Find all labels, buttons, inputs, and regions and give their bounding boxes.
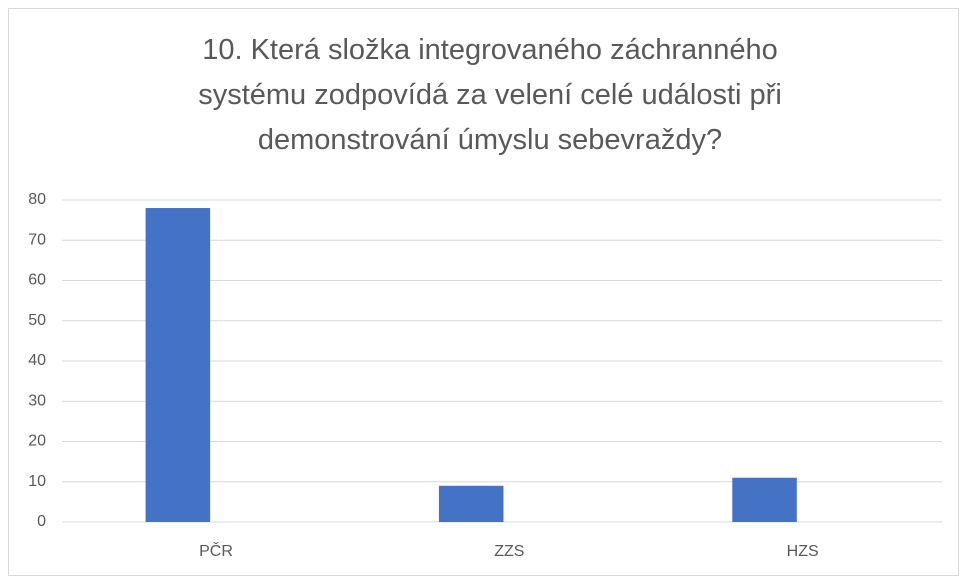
y-tick-label: 40 <box>28 352 46 369</box>
x-tick-label: PČR <box>199 541 233 560</box>
bar <box>145 208 211 523</box>
y-tick-label: 30 <box>28 392 46 409</box>
chart-title: 10. Která složka integrovaného záchranné… <box>198 34 782 156</box>
y-tick-label: 70 <box>28 231 46 248</box>
y-tick-label: 60 <box>28 272 46 289</box>
x-tick-label: HZS <box>787 543 819 560</box>
y-tick-label: 10 <box>28 473 46 490</box>
bar <box>732 477 797 522</box>
y-tick-label: 0 <box>37 513 46 530</box>
y-tick-label: 50 <box>28 312 46 329</box>
chart-frame <box>8 8 959 576</box>
y-tick-label: 20 <box>28 433 46 450</box>
bar <box>438 485 504 522</box>
x-tick-label: ZZS <box>494 543 524 560</box>
y-tick-label: 80 <box>28 191 46 208</box>
